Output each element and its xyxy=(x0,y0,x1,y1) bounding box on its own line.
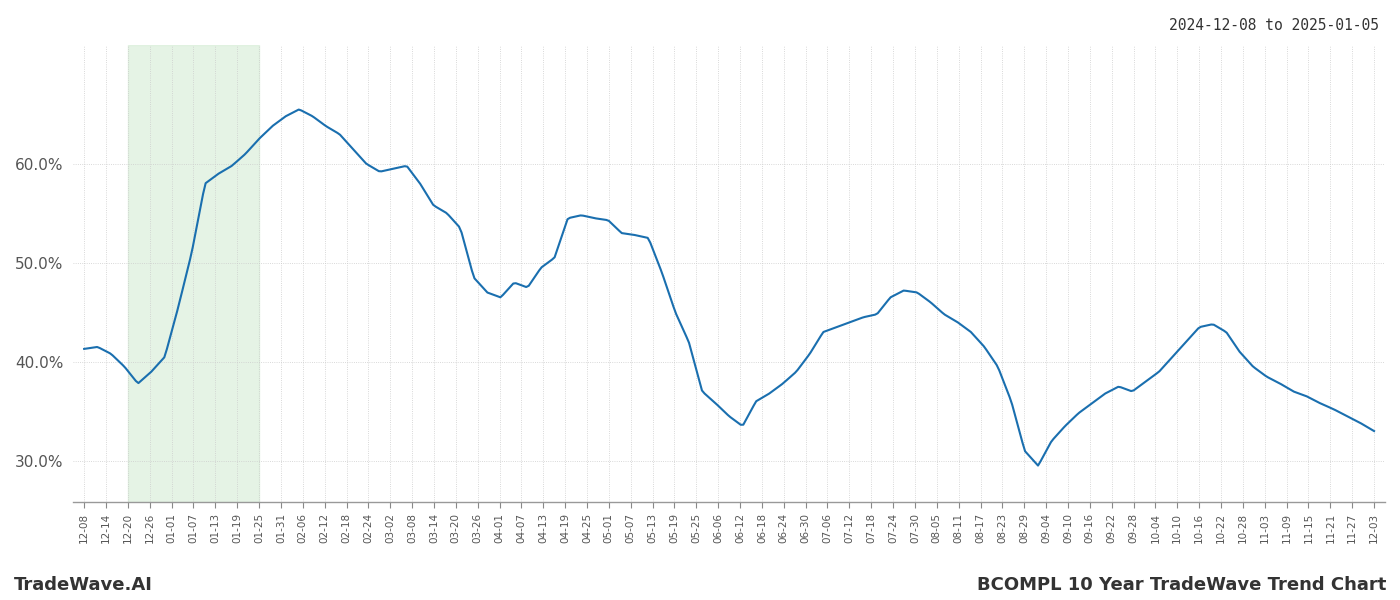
Bar xyxy=(127,45,259,502)
Text: BCOMPL 10 Year TradeWave Trend Chart: BCOMPL 10 Year TradeWave Trend Chart xyxy=(977,576,1386,594)
Text: TradeWave.AI: TradeWave.AI xyxy=(14,576,153,594)
Text: 2024-12-08 to 2025-01-05: 2024-12-08 to 2025-01-05 xyxy=(1169,18,1379,33)
